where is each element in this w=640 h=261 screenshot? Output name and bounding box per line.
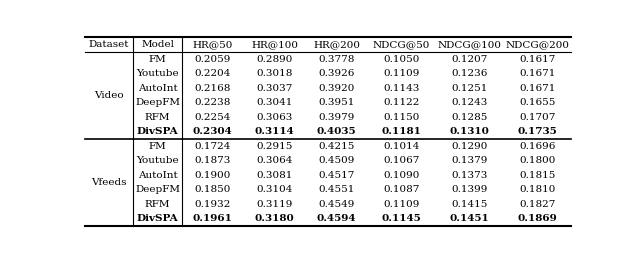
Text: DeepFM: DeepFM [135, 98, 180, 107]
Text: 0.2254: 0.2254 [195, 113, 231, 122]
Text: Video: Video [94, 91, 124, 100]
Text: 0.4509: 0.4509 [318, 156, 355, 165]
Text: 0.1243: 0.1243 [451, 98, 488, 107]
Text: 0.1181: 0.1181 [381, 127, 421, 136]
Text: 0.1961: 0.1961 [193, 215, 232, 223]
Text: NDCG@50: NDCG@50 [372, 40, 430, 49]
Text: 0.3926: 0.3926 [318, 69, 355, 78]
Text: 0.4549: 0.4549 [318, 200, 355, 209]
Text: 0.4215: 0.4215 [318, 142, 355, 151]
Text: 0.1067: 0.1067 [383, 156, 420, 165]
Text: 0.1869: 0.1869 [517, 215, 557, 223]
Text: 0.1373: 0.1373 [451, 171, 488, 180]
Text: DivSPA: DivSPA [137, 127, 179, 136]
Text: Youtube: Youtube [136, 69, 179, 78]
Text: RFM: RFM [145, 200, 170, 209]
Text: 0.2059: 0.2059 [195, 55, 231, 64]
Text: HR@100: HR@100 [251, 40, 298, 49]
Text: NDCG@100: NDCG@100 [437, 40, 501, 49]
Text: 0.4551: 0.4551 [318, 185, 355, 194]
Text: HR@50: HR@50 [193, 40, 233, 49]
Text: 0.3064: 0.3064 [257, 156, 293, 165]
Text: 0.1707: 0.1707 [519, 113, 556, 122]
Text: 0.3778: 0.3778 [318, 55, 355, 64]
Text: 0.1735: 0.1735 [517, 127, 557, 136]
Text: 0.1696: 0.1696 [519, 142, 556, 151]
Text: NDCG@200: NDCG@200 [505, 40, 569, 49]
Text: 0.1050: 0.1050 [383, 55, 420, 64]
Text: 0.1655: 0.1655 [519, 98, 556, 107]
Text: 0.1143: 0.1143 [383, 84, 420, 93]
Text: 0.1827: 0.1827 [519, 200, 556, 209]
Text: 0.2890: 0.2890 [257, 55, 293, 64]
Text: 0.1810: 0.1810 [519, 185, 556, 194]
Text: 0.3114: 0.3114 [255, 127, 294, 136]
Text: 0.2168: 0.2168 [195, 84, 231, 93]
Text: 0.2304: 0.2304 [193, 127, 232, 136]
Text: RFM: RFM [145, 113, 170, 122]
Text: 0.1290: 0.1290 [451, 142, 488, 151]
Text: 0.1671: 0.1671 [519, 84, 556, 93]
Text: 0.1207: 0.1207 [451, 55, 488, 64]
Text: 0.1090: 0.1090 [383, 171, 420, 180]
Text: 0.1617: 0.1617 [519, 55, 556, 64]
Text: HR@200: HR@200 [313, 40, 360, 49]
Text: 0.1815: 0.1815 [519, 171, 556, 180]
Text: 0.1251: 0.1251 [451, 84, 488, 93]
Text: 0.3018: 0.3018 [257, 69, 293, 78]
Text: 0.1900: 0.1900 [195, 171, 231, 180]
Text: 0.1285: 0.1285 [451, 113, 488, 122]
Text: Dataset: Dataset [89, 40, 129, 49]
Text: 0.2238: 0.2238 [195, 98, 231, 107]
Text: FM: FM [148, 142, 166, 151]
Text: 0.1109: 0.1109 [383, 200, 420, 209]
Text: Vfeeds: Vfeeds [92, 178, 127, 187]
Text: 0.1671: 0.1671 [519, 69, 556, 78]
Text: AutoInt: AutoInt [138, 84, 177, 93]
Text: 0.4035: 0.4035 [317, 127, 356, 136]
Text: 0.1850: 0.1850 [195, 185, 231, 194]
Text: 0.3037: 0.3037 [257, 84, 293, 93]
Text: 0.3041: 0.3041 [257, 98, 293, 107]
Text: 0.3979: 0.3979 [318, 113, 355, 122]
Text: 0.2915: 0.2915 [257, 142, 293, 151]
Text: 0.1087: 0.1087 [383, 185, 420, 194]
Text: 0.3081: 0.3081 [257, 171, 293, 180]
Text: 0.1399: 0.1399 [451, 185, 488, 194]
Text: 0.1122: 0.1122 [383, 98, 420, 107]
Text: Youtube: Youtube [136, 156, 179, 165]
Text: AutoInt: AutoInt [138, 171, 177, 180]
Text: FM: FM [148, 55, 166, 64]
Text: 0.1109: 0.1109 [383, 69, 420, 78]
Text: 0.1724: 0.1724 [195, 142, 231, 151]
Text: DeepFM: DeepFM [135, 185, 180, 194]
Text: 0.1800: 0.1800 [519, 156, 556, 165]
Text: 0.1150: 0.1150 [383, 113, 420, 122]
Text: Model: Model [141, 40, 174, 49]
Text: 0.3180: 0.3180 [255, 215, 294, 223]
Text: 0.1451: 0.1451 [449, 215, 489, 223]
Text: 0.1014: 0.1014 [383, 142, 420, 151]
Text: 0.3951: 0.3951 [318, 98, 355, 107]
Text: 0.1310: 0.1310 [449, 127, 489, 136]
Text: 0.1236: 0.1236 [451, 69, 488, 78]
Text: 0.3104: 0.3104 [257, 185, 293, 194]
Text: 0.1415: 0.1415 [451, 200, 488, 209]
Text: 0.1145: 0.1145 [381, 215, 421, 223]
Text: 0.1873: 0.1873 [195, 156, 231, 165]
Text: 0.3063: 0.3063 [257, 113, 293, 122]
Text: 0.3920: 0.3920 [318, 84, 355, 93]
Text: 0.4517: 0.4517 [318, 171, 355, 180]
Text: 0.2204: 0.2204 [195, 69, 231, 78]
Text: 0.4594: 0.4594 [317, 215, 356, 223]
Text: DivSPA: DivSPA [137, 215, 179, 223]
Text: 0.3119: 0.3119 [257, 200, 293, 209]
Text: 0.1379: 0.1379 [451, 156, 488, 165]
Text: 0.1932: 0.1932 [195, 200, 231, 209]
